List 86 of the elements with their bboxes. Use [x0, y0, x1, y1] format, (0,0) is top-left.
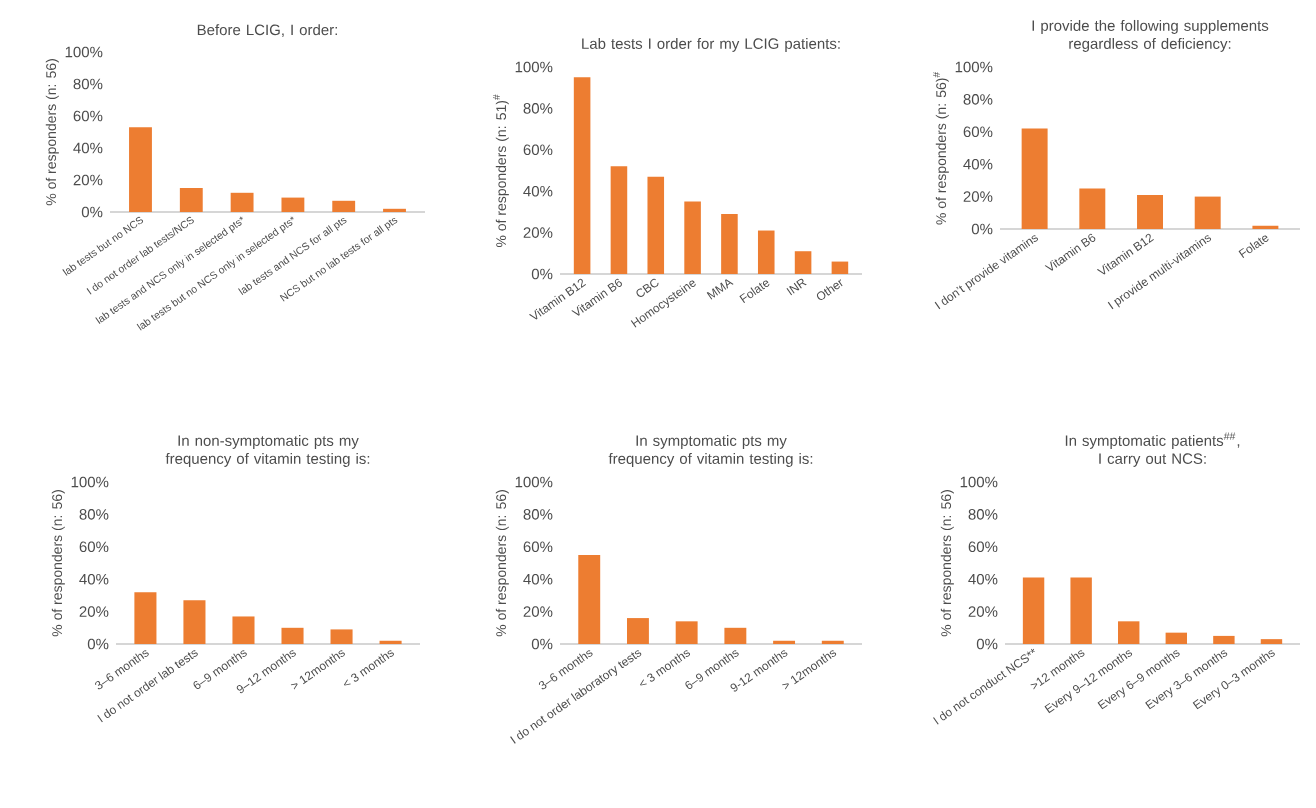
bar: [383, 208, 406, 212]
y-tick-label: 100%: [955, 61, 993, 73]
bar: [684, 201, 701, 274]
bar: [831, 261, 849, 274]
y-tick-label: 60%: [73, 110, 103, 122]
y-tick-label: 40%: [968, 573, 998, 585]
bar: [332, 200, 356, 212]
bar: [794, 251, 812, 274]
y-axis-title: % of responders (n: 56)$^{#}$: [933, 71, 949, 225]
bar: [1021, 128, 1048, 229]
y-tick-label: 80%: [968, 509, 998, 520]
bar: [1118, 621, 1140, 644]
y-tick-label: 60%: [79, 541, 109, 553]
bar: [179, 187, 203, 212]
y-tick-label: 100%: [71, 476, 109, 488]
bar: [1165, 632, 1188, 644]
bar: [1213, 635, 1235, 644]
bar: [573, 77, 591, 274]
y-tick-label: 20%: [963, 191, 993, 202]
y-tick-label: 100%: [960, 476, 998, 488]
bar: [675, 621, 698, 644]
y-tick-label: 100%: [515, 476, 553, 488]
y-tick-label: 0%: [531, 638, 553, 650]
y-tick-label: 0%: [87, 638, 109, 650]
bar: [183, 600, 206, 644]
y-tick-label: 40%: [523, 185, 553, 197]
y-tick-label: 60%: [968, 541, 998, 553]
y-tick-label: 20%: [523, 227, 553, 238]
bar: [230, 192, 254, 212]
y-tick-label: 40%: [523, 573, 553, 585]
y-tick-label: 80%: [523, 509, 553, 520]
y-axis-title: % of responders (n: 56): [495, 490, 509, 637]
bar: [721, 213, 738, 274]
y-tick-label: 40%: [73, 142, 103, 154]
y-axis-title: % of responders (n: 56): [51, 490, 65, 637]
bar: [757, 230, 775, 274]
y-tick-label: 100%: [515, 61, 553, 73]
bar: [281, 627, 304, 644]
bar: [626, 618, 649, 644]
y-tick-label: 60%: [963, 126, 993, 138]
y-tick-label: 0%: [971, 223, 993, 235]
bar: [1022, 577, 1045, 644]
y-axis-title: % of responders (n: 56): [45, 59, 59, 206]
bar: [1194, 196, 1221, 229]
chart-title: In symptomatic patients$^{##}$, I carry out NCS:: [1065, 432, 1240, 467]
y-tick-label: 100%: [65, 46, 103, 58]
bar: [129, 127, 152, 212]
y-tick-label: 0%: [976, 638, 998, 650]
y-tick-label: 40%: [963, 158, 993, 170]
y-tick-label: 20%: [523, 606, 553, 617]
bar: [821, 640, 844, 644]
bar: [1260, 639, 1283, 644]
y-tick-label: 20%: [968, 606, 998, 617]
chart-title: Before LCIG, I order:: [197, 24, 337, 37]
bar: [281, 197, 305, 212]
y-tick-label: 60%: [523, 541, 553, 553]
y-tick-label: 80%: [963, 94, 993, 105]
bar: [773, 640, 796, 644]
y-tick-label: 40%: [79, 573, 109, 585]
bar: [1070, 577, 1092, 644]
y-tick-label: 20%: [79, 606, 109, 617]
y-tick-label: 20%: [73, 174, 103, 186]
bar: [379, 640, 402, 644]
y-tick-label: 60%: [523, 144, 553, 156]
y-tick-label: 80%: [79, 509, 109, 520]
y-tick-label: 0%: [531, 268, 553, 280]
y-axis-title: % of responders (n: 51)$^{#}$: [493, 94, 509, 248]
y-axis-title: % of responders (n: 56): [940, 490, 954, 637]
bar: [647, 176, 665, 274]
bar: [724, 627, 747, 644]
bar: [610, 166, 628, 274]
y-tick-label: 80%: [523, 103, 553, 114]
y-tick-label: 0%: [81, 206, 103, 218]
bar: [232, 616, 255, 644]
chart-title: I provide the following supplements regardless of deficiency:: [1032, 19, 1269, 52]
bar: [1137, 194, 1163, 229]
bar: [578, 554, 601, 644]
bar: [134, 592, 157, 644]
y-tick-label: 80%: [73, 78, 103, 90]
chart-title: In non-symptomatic pts my frequency of vitamin testing is:: [165, 434, 370, 467]
bar: [330, 629, 353, 644]
bar: [1252, 225, 1279, 229]
chart-title: In symptomatic pts my frequency of vitamin testing is:: [608, 434, 813, 467]
x-tick-label: INR: [786, 278, 807, 296]
bar: [1079, 188, 1106, 229]
chart-title: Lab tests I order for my LCIG patients:: [582, 37, 840, 52]
